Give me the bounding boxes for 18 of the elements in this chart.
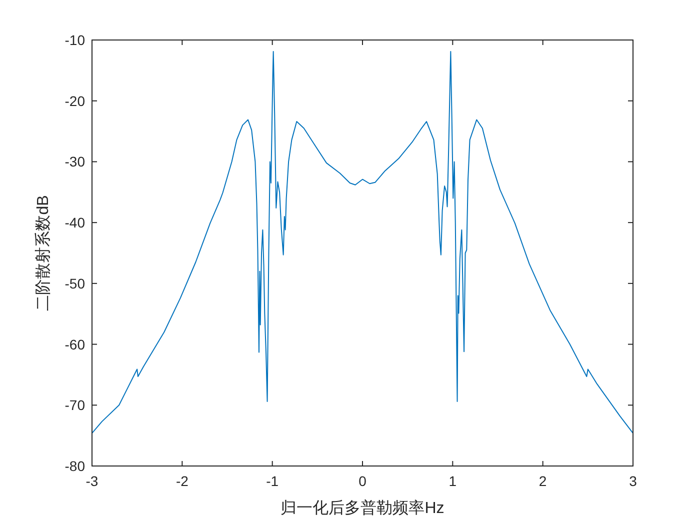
line-series [92,51,634,434]
x-tick-label: 2 [538,473,547,489]
y-tick-label: -10 [64,32,86,48]
x-tick-label: -3 [86,473,98,489]
y-tick-label: -30 [64,154,86,170]
y-tick-label: -40 [64,214,86,231]
x-tick-label: -2 [176,473,189,489]
x-tick-label: 0 [358,473,367,489]
y-tick-label: -50 [64,275,86,292]
x-tick-label: 3 [629,473,638,489]
y-tick-label: -80 [64,458,86,474]
x-tick-label: 1 [448,473,457,489]
y-axis-title: 二阶散射系数dB [34,195,52,311]
x-axis-title: 归一化后多普勒频率Hz [280,499,444,517]
y-tick-label: -60 [64,336,86,352]
x-tick-label: -1 [266,473,279,489]
y-tick-label: -70 [64,397,86,414]
y-tick-label: -20 [64,92,86,109]
